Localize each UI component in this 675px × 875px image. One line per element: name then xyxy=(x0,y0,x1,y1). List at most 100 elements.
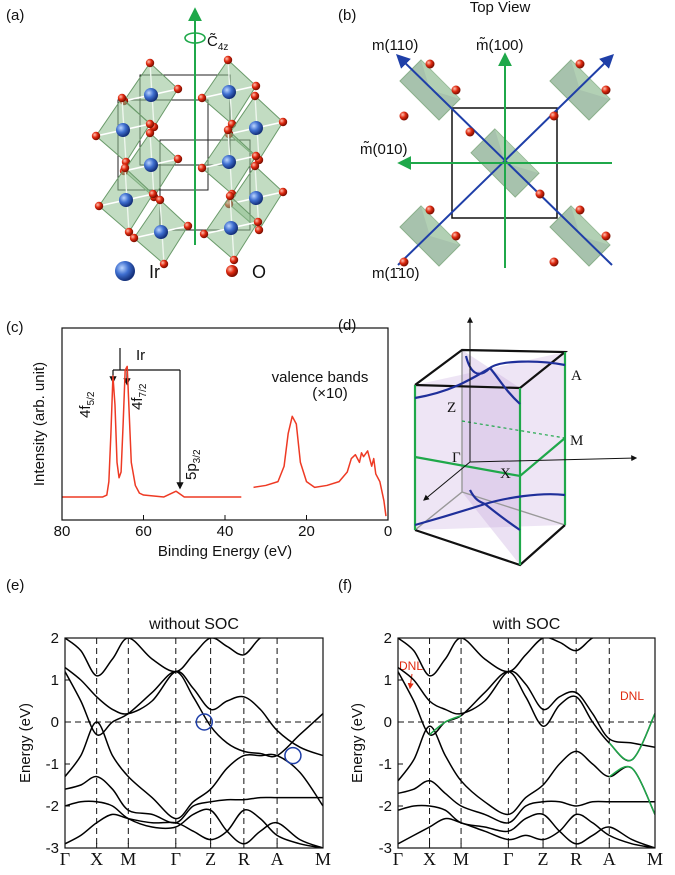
legend-label: O xyxy=(252,262,266,282)
data-line xyxy=(65,633,323,675)
o-atom xyxy=(198,94,206,102)
o-atom xyxy=(92,132,100,140)
y-tick-label: -3 xyxy=(379,840,392,857)
o-atom xyxy=(400,112,409,121)
view-title: Top View xyxy=(470,0,531,16)
point-label: Z xyxy=(447,400,456,416)
ir-atom xyxy=(119,193,133,207)
y-tick-label: 1 xyxy=(384,672,392,689)
y-axis-label: Energy (eV) xyxy=(349,703,366,783)
data-line xyxy=(398,633,655,675)
data-line xyxy=(398,814,655,848)
panel-d: (d) Z A M Γ X xyxy=(338,317,636,565)
o-atom xyxy=(174,155,182,163)
ir-atom xyxy=(116,123,130,137)
o-atom xyxy=(279,188,287,196)
x-tick-label: X xyxy=(423,849,436,869)
o-atom xyxy=(224,56,232,64)
y-tick-label: -2 xyxy=(379,798,392,815)
top-view xyxy=(398,55,612,268)
o-atom xyxy=(536,190,545,199)
data-line xyxy=(65,667,323,755)
plot-frame xyxy=(398,638,655,848)
point-label: A xyxy=(571,368,582,384)
y-tick-label: -3 xyxy=(46,840,59,857)
panel-label: (a) xyxy=(6,7,24,24)
y-tick-label: 0 xyxy=(384,714,392,731)
axis-label-main: C̃ xyxy=(207,33,218,50)
o-atom xyxy=(156,196,164,204)
annotation: (×10) xyxy=(312,385,347,402)
figure: (a) C̃4z Ir O (b) Top View m(110) m̃(100… xyxy=(0,0,675,875)
annotation: DNL xyxy=(620,689,644,703)
ir-atom xyxy=(144,88,158,102)
o-atom xyxy=(146,129,154,137)
ir-atom xyxy=(154,225,168,239)
data-line xyxy=(65,801,323,848)
o-atom xyxy=(251,162,259,170)
chart-title: without SOC xyxy=(148,616,239,633)
o-atom xyxy=(576,60,585,69)
o-atom xyxy=(146,59,154,67)
x-tick-label: Z xyxy=(205,849,216,869)
o-atom xyxy=(118,94,126,102)
annotation-sub: 7/2 xyxy=(138,383,149,397)
axis-label: C̃4z xyxy=(207,33,228,53)
o-atom xyxy=(149,190,157,198)
ir-atom xyxy=(249,191,263,205)
x-tick-label: Γ xyxy=(171,849,181,869)
o-atom xyxy=(251,92,259,100)
y-tick-label: 1 xyxy=(51,672,59,689)
chart-title: with SOC xyxy=(492,616,561,633)
x-tick-label: Γ xyxy=(393,849,403,869)
annotation: 4f7/2 xyxy=(129,383,149,410)
o-atom xyxy=(550,112,559,121)
panel-label: (d) xyxy=(338,317,356,334)
x-tick-label: R xyxy=(238,849,250,869)
y-tick-label: 2 xyxy=(51,630,59,647)
x-tick-label: A xyxy=(603,849,616,869)
x-tick-label: A xyxy=(271,849,284,869)
o-atom xyxy=(602,86,611,95)
legend-ir-icon xyxy=(115,261,135,281)
o-atom xyxy=(184,222,192,230)
data-line xyxy=(609,714,655,761)
x-tick-label: X xyxy=(90,849,103,869)
plane-label: m̃(010) xyxy=(360,141,408,158)
y-tick-label: -1 xyxy=(46,756,59,773)
plane-label: m(1̄10) xyxy=(372,265,420,282)
x-tick-label: Γ xyxy=(60,849,70,869)
panel-f-annotations: DNL DNL xyxy=(399,659,644,703)
y-tick-label: 2 xyxy=(384,630,392,647)
panel-label: (b) xyxy=(338,7,356,24)
o-atom xyxy=(426,60,435,69)
legend-o-icon xyxy=(226,265,238,277)
panel-label: (c) xyxy=(6,319,24,336)
x-tick-label: Z xyxy=(538,849,549,869)
y-axis-label: Intensity (arb. unit) xyxy=(31,362,48,486)
data-line xyxy=(65,672,323,757)
annotation-main: 4f xyxy=(129,397,146,410)
x-tick-label: 80 xyxy=(54,523,71,540)
x-tick-label: 60 xyxy=(135,523,152,540)
y-axis-label: Energy (eV) xyxy=(17,703,34,783)
plane-label: m(110) xyxy=(372,37,418,54)
data-line xyxy=(398,805,655,848)
ir-atom xyxy=(249,121,263,135)
bz-edge xyxy=(415,525,565,565)
o-atom xyxy=(452,232,461,241)
axis-label-sub: 4z xyxy=(218,42,229,53)
x-tick-label: M xyxy=(453,849,469,869)
brillouin-zone xyxy=(415,318,636,565)
x-tick-label: 40 xyxy=(217,523,234,540)
x-axis-label: Binding Energy (eV) xyxy=(158,543,292,560)
x-tick-label: Γ xyxy=(503,849,513,869)
o-atom xyxy=(146,120,154,128)
crystal-structure xyxy=(92,56,287,268)
x-tick-label: M xyxy=(120,849,136,869)
o-atom xyxy=(452,86,461,95)
annotation: 5p3/2 xyxy=(183,449,203,480)
o-atom xyxy=(121,164,129,172)
ir-atom xyxy=(222,155,236,169)
data-line xyxy=(65,810,323,848)
